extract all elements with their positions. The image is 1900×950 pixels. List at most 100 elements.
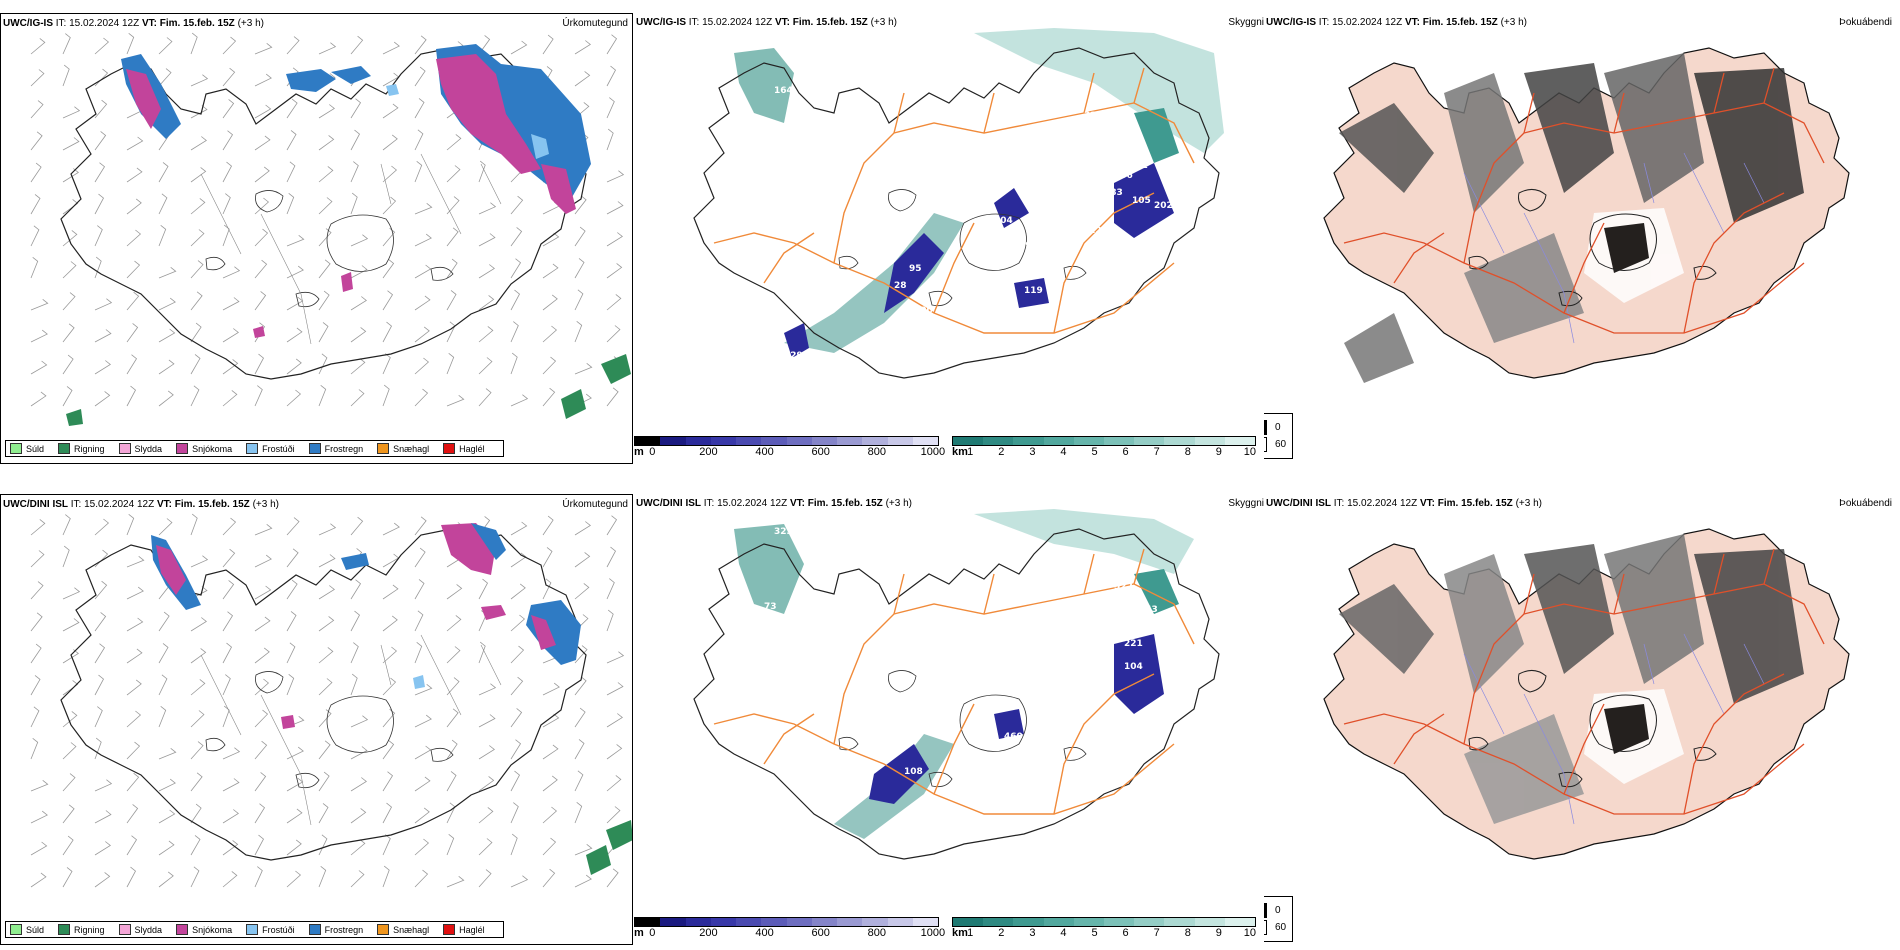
legend-swatch: [246, 924, 259, 935]
wind-barb: [574, 645, 588, 664]
wind-barb: [574, 707, 586, 728]
wind-barb: [446, 352, 455, 375]
wind-barb: [542, 806, 558, 824]
precip-areas: [151, 523, 632, 875]
wind-barb: [286, 611, 297, 632]
wind-barb: [254, 135, 271, 151]
glacier-outline: [959, 213, 1027, 271]
visibility-label: 460: [1004, 732, 1023, 742]
legend-swatch: [118, 443, 131, 454]
visibility-label: 522: [1114, 582, 1133, 592]
iceland-coastline: [693, 47, 1220, 379]
visibility-label: 129: [784, 351, 803, 361]
wind-barb: [254, 385, 263, 407]
wind-barb: [318, 616, 335, 632]
glacier-outline: [295, 772, 320, 789]
colorbar-segment: [635, 437, 661, 445]
visibility-label: 108: [904, 767, 923, 777]
wind-barb: [478, 357, 493, 375]
wind-barb: [94, 518, 110, 536]
river: [200, 163, 502, 255]
wind-barb: [510, 552, 527, 568]
wind-barb: [510, 802, 519, 824]
wind-barb: [254, 709, 269, 728]
wind-barb: [350, 516, 364, 536]
wind-barb: [254, 73, 272, 87]
fog-shading: [1339, 53, 1804, 383]
wind-barb: [542, 682, 560, 696]
wind-barb: [222, 840, 239, 856]
wind-barb: [62, 835, 74, 856]
wind-barb: [254, 291, 267, 311]
colorbar-segment: [1224, 437, 1256, 445]
wind-barb: [478, 326, 494, 343]
legend-item: Haglél: [443, 924, 485, 935]
legend-label: Snjókoma: [192, 443, 233, 454]
fog-legend-row: 60: [1264, 437, 1286, 452]
wind-barb: [414, 295, 431, 311]
panel-header: UWC/DINI ISL IT: 15.02.2024 12Z VT: Fim.…: [3, 499, 279, 510]
road: [893, 67, 1145, 134]
river: [1463, 643, 1765, 735]
wind-barb: [318, 585, 335, 600]
wind-barb: [62, 680, 79, 696]
visibility-label: 156: [1114, 171, 1133, 181]
wind-barb: [350, 839, 366, 856]
legend-label: Slydda: [134, 443, 163, 454]
visibility-label: 119: [1024, 286, 1043, 296]
visibility-map: 323 349 73 522 331 839 221 143 162 104 241 460 122 15…: [693, 509, 1220, 860]
wind-barb: [254, 772, 267, 792]
wind-barb: [382, 646, 398, 664]
wind-barb: [254, 866, 263, 888]
visibility-label: 28: [894, 281, 907, 291]
panel-header: UWC/IG-IS IT: 15.02.2024 12Z VT: Fim. 15…: [1266, 17, 1527, 28]
wind-barb: [542, 837, 557, 856]
wind-barb: [350, 870, 365, 888]
wind-barbs: [30, 32, 625, 407]
wind-barb: [350, 327, 367, 343]
wind-barb: [30, 779, 49, 792]
wind-barb: [190, 385, 200, 407]
wind-barb: [606, 868, 619, 888]
river: [1643, 152, 1725, 234]
wind-barb: [190, 229, 205, 247]
legend-swatch: [176, 443, 189, 454]
wind-barb: [606, 170, 625, 183]
wind-barb: [190, 32, 198, 55]
road: [1343, 232, 1805, 334]
wind-barb: [286, 161, 296, 183]
visibility-label: 95: [909, 264, 922, 274]
wind-barb: [542, 515, 554, 536]
colorbar-tick: 1: [967, 446, 974, 458]
glacier-outline: [430, 266, 454, 281]
river: [1523, 212, 1575, 344]
colorbar-segment: [983, 918, 1014, 926]
elevation-colorbar: m 0 200 400 600 800 1000: [634, 436, 945, 458]
wind-barb: [478, 388, 492, 407]
wind-barb: [286, 296, 304, 311]
legend-swatch: [246, 443, 259, 454]
colorbar-segment: [710, 437, 736, 445]
wind-barb: [478, 807, 494, 824]
wind-barb: [606, 263, 623, 279]
wind-barb: [254, 740, 268, 760]
wind-barb: [382, 522, 400, 536]
legend-label: Rigning: [74, 924, 105, 935]
wind-barb: [222, 611, 234, 632]
colorbar-tick: 4: [1060, 446, 1067, 458]
colorbar-segment: [1073, 918, 1105, 926]
wind-barb: [350, 98, 362, 119]
colorbar-tick: 6: [1122, 927, 1129, 939]
wind-barb: [62, 867, 73, 888]
road: [713, 232, 1175, 334]
wind-barb: [254, 834, 265, 856]
wind-barb: [62, 649, 79, 664]
colorbar-segment: [1043, 437, 1074, 445]
wind-barb: [286, 548, 299, 568]
wind-barb: [126, 617, 144, 632]
wind-barb: [94, 674, 105, 696]
legend-label: Haglél: [459, 924, 485, 935]
wind-barb: [286, 234, 305, 247]
wind-barb: [222, 778, 240, 792]
wind-barb: [190, 710, 205, 728]
